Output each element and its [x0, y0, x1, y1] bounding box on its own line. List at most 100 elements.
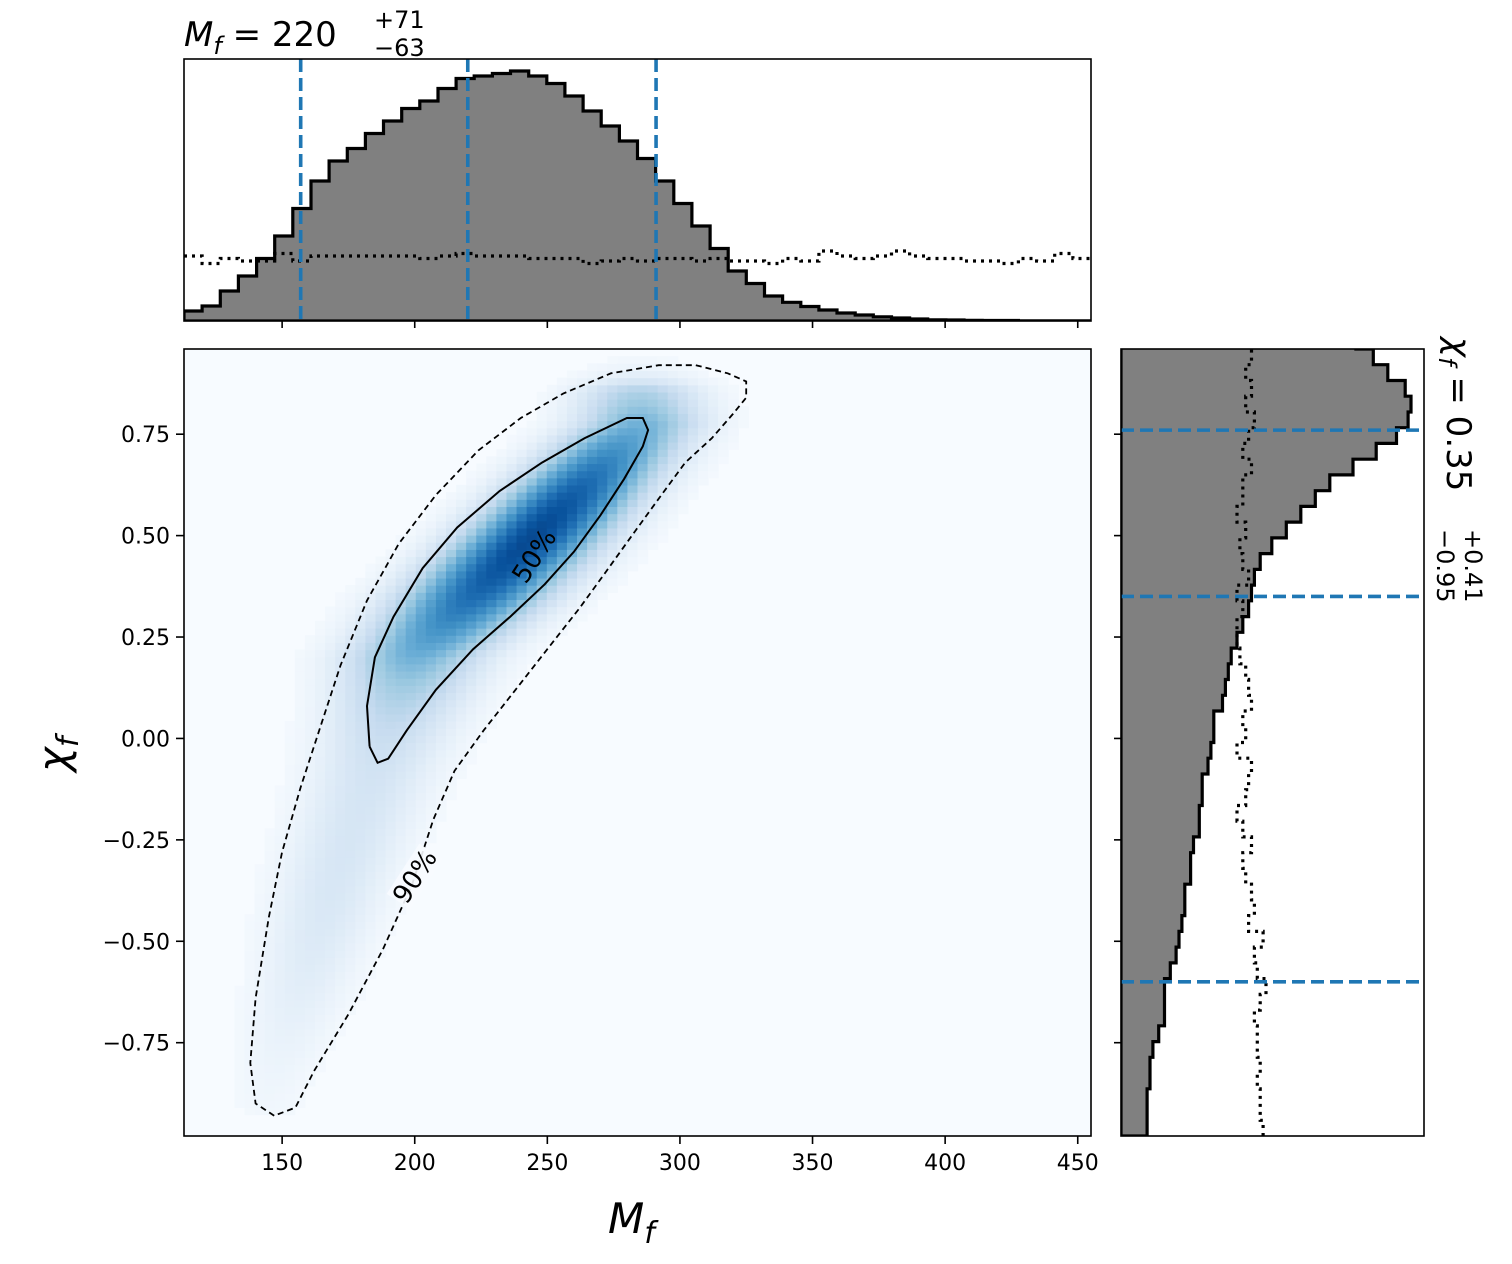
heatmap-cell	[264, 828, 276, 837]
heatmap-cell	[536, 484, 548, 493]
heatmap-cell	[496, 642, 508, 651]
heatmap-cell	[415, 721, 427, 729]
heatmap-cell	[718, 377, 729, 386]
heatmap-cell	[345, 842, 356, 851]
heatmap-cell	[617, 406, 629, 414]
heatmap-cell	[274, 814, 286, 822]
heatmap-cell	[526, 613, 538, 622]
heatmap-cell	[718, 399, 729, 407]
heatmap-cell	[687, 420, 699, 429]
heatmap-cell	[264, 899, 276, 908]
heatmap-cell	[304, 1000, 316, 1008]
heatmap-cell	[355, 756, 366, 765]
heatmap-cell	[405, 692, 417, 701]
heatmap-cell	[274, 892, 286, 901]
heatmap-cell	[657, 434, 669, 443]
heatmap-cell	[466, 606, 477, 615]
heatmap-cell	[335, 935, 346, 944]
heatmap-cell	[325, 692, 336, 701]
heatmap-cell	[244, 1064, 256, 1073]
heatmap-cell	[425, 556, 437, 565]
heatmap-cell	[385, 856, 397, 865]
heatmap-cell	[526, 477, 538, 486]
heatmap-cell	[516, 549, 528, 558]
heatmap-cell	[415, 670, 427, 679]
heatmap-cell	[486, 613, 498, 622]
heatmap-cell	[254, 1007, 266, 1015]
heatmap-cell	[405, 749, 417, 758]
heatmap-cell	[284, 978, 296, 987]
heatmap-cell	[607, 520, 618, 529]
heatmap-cell	[304, 1007, 316, 1015]
heatmap-cell	[597, 449, 608, 457]
heatmap-cell	[304, 899, 316, 908]
heatmap-cell	[385, 728, 397, 736]
heatmap-cell	[637, 499, 649, 507]
heatmap-cell	[667, 477, 679, 486]
heatmap-cell	[647, 356, 659, 364]
heatmap-cell	[335, 606, 346, 615]
heatmap-cell	[375, 699, 387, 708]
heatmap-cell	[325, 678, 336, 686]
heatmap-cell	[284, 835, 296, 844]
heatmap-cell	[647, 520, 659, 529]
heatmap-cell	[536, 406, 548, 414]
joint-frame	[183, 348, 1092, 1137]
heatmap-cell	[476, 477, 487, 486]
heatmap-cell	[315, 735, 326, 744]
heatmap-cell	[708, 449, 719, 457]
heatmap-cell	[546, 635, 558, 643]
heatmap-cell	[335, 907, 346, 915]
heatmap-cell	[274, 785, 286, 794]
heatmap-cell	[405, 806, 417, 815]
heatmap-cell	[486, 692, 498, 701]
heatmap-cell	[466, 635, 477, 643]
heatmap-cell	[365, 771, 377, 779]
heatmap-cell	[264, 907, 276, 915]
heatmap-cell	[476, 570, 487, 579]
heatmap-cell	[657, 427, 669, 436]
heatmap-cell	[375, 577, 387, 586]
heatmap-cell	[405, 613, 417, 622]
heatmap-cell	[506, 535, 518, 543]
heatmap-cell	[677, 427, 689, 436]
heatmap-cell	[294, 1064, 306, 1073]
heatmap-cell	[456, 577, 467, 586]
heatmap-cell	[516, 613, 528, 622]
heatmap-cell	[617, 434, 629, 443]
heatmap-cell	[284, 778, 296, 787]
heatmap-cell	[385, 635, 397, 643]
heatmap-cell	[294, 957, 306, 965]
heatmap-cell	[425, 799, 437, 808]
heatmap-cell	[335, 592, 346, 601]
heatmap-cell	[375, 620, 387, 629]
heatmap-cell	[697, 406, 709, 414]
heatmap-cell	[647, 527, 659, 536]
heatmap-cell	[506, 628, 518, 636]
heatmap-cell	[647, 492, 659, 500]
heatmap-cell	[526, 442, 538, 450]
heatmap-cell	[385, 756, 397, 765]
heatmap-cell	[315, 942, 326, 951]
heatmap-cell	[355, 892, 366, 901]
heatmap-cell	[435, 520, 447, 529]
heatmap-cell	[315, 878, 326, 887]
heatmap-cell	[304, 921, 316, 930]
heatmap-cell	[274, 1100, 286, 1108]
heatmap-cell	[566, 506, 578, 515]
heatmap-cell	[425, 806, 437, 815]
heatmap-cell	[284, 949, 296, 958]
heatmap-cell	[315, 907, 326, 915]
heatmap-cell	[395, 670, 407, 679]
heatmap-cell	[546, 492, 558, 500]
heatmap-cell	[577, 406, 588, 414]
heatmap-cell	[355, 864, 366, 872]
heatmap-cell	[325, 935, 336, 944]
heatmap-cell	[728, 384, 739, 393]
heatmap-cell	[315, 949, 326, 958]
heatmap-cell	[687, 370, 699, 379]
heatmap-cell	[335, 928, 346, 937]
heatmap-cell	[536, 470, 548, 479]
heatmap-cell	[315, 699, 326, 708]
heatmap-cell	[496, 506, 508, 515]
